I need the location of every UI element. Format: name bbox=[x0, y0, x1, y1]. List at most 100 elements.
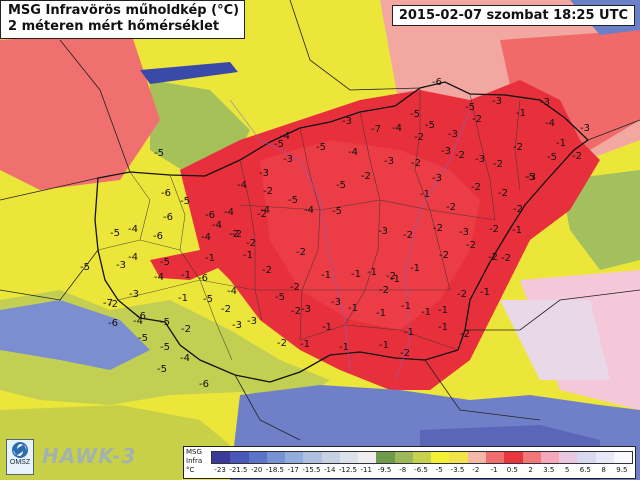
legend-tick: -23 bbox=[214, 466, 226, 474]
legend-swatch bbox=[248, 452, 267, 463]
temperature-value: -2 bbox=[221, 304, 231, 315]
temperature-value: -1 bbox=[181, 270, 191, 281]
temperature-value: -3 bbox=[492, 96, 502, 107]
temperature-value: -2 bbox=[472, 114, 482, 125]
legend-tick: 9.5 bbox=[616, 466, 628, 474]
temperature-value: -3 bbox=[448, 129, 458, 140]
temperature-value: -2 bbox=[108, 299, 118, 310]
temperature-value: -2 bbox=[572, 151, 582, 162]
legend-swatch bbox=[485, 452, 505, 463]
temperature-value: -3 bbox=[441, 146, 451, 157]
map-region-blue-streak bbox=[140, 62, 238, 84]
legend-swatch bbox=[321, 452, 340, 463]
legend-tick: -2 bbox=[472, 466, 480, 474]
temperature-value: -5 bbox=[547, 152, 557, 163]
temperature-value: -2 bbox=[433, 223, 443, 234]
temperature-value: -2 bbox=[229, 229, 239, 240]
temperature-value: -2 bbox=[386, 271, 396, 282]
temperature-value: -3 bbox=[526, 172, 536, 183]
legend-label: MSG Infra °C bbox=[186, 448, 208, 475]
title-line2: 2 méteren mért hőmérséklet bbox=[8, 19, 220, 34]
legend-swatch bbox=[266, 452, 286, 463]
temperature-value: -4 bbox=[180, 353, 190, 364]
legend-swatch bbox=[613, 452, 633, 463]
temperature-value: -4 bbox=[212, 220, 222, 231]
temperature-value: -3 bbox=[259, 168, 269, 179]
temperature-value: -5 bbox=[288, 195, 298, 206]
temperature-value: -3 bbox=[331, 297, 341, 308]
hawk-watermark: HAWK-3 bbox=[42, 444, 137, 468]
temperature-value: -3 bbox=[247, 316, 257, 327]
map-region-olive-southwest bbox=[0, 405, 230, 480]
legend-label-line3: °C bbox=[186, 466, 195, 474]
legend-swatch bbox=[559, 452, 578, 463]
temperature-value: -2 bbox=[460, 329, 470, 340]
legend-tick: -6.5 bbox=[414, 466, 428, 474]
temperature-value: -6 bbox=[161, 188, 171, 199]
temperature-value: -1 bbox=[480, 287, 490, 298]
temperature-value: -2 bbox=[246, 238, 256, 249]
legend-swatch bbox=[449, 452, 468, 463]
temperature-value: -3 bbox=[459, 227, 469, 238]
temperature-value: -5 bbox=[410, 109, 420, 120]
county-borders bbox=[97, 88, 521, 361]
temperature-value: -5 bbox=[316, 142, 326, 153]
temperature-value: -2 bbox=[493, 159, 503, 170]
national-border bbox=[94, 81, 590, 383]
logo-text: OMSZ bbox=[9, 459, 31, 466]
map-title: MSG Infravörös műholdkép (°C) 2 méteren … bbox=[0, 0, 246, 39]
temperature-value: -4 bbox=[128, 224, 138, 235]
temperature-value: -5 bbox=[465, 102, 475, 113]
legend-tick: -18.5 bbox=[265, 466, 284, 474]
temperature-value: -3 bbox=[129, 289, 139, 300]
legend-tick: -8 bbox=[399, 466, 407, 474]
temperature-value: -5 bbox=[274, 139, 284, 150]
temperature-value: -1 bbox=[379, 340, 389, 351]
map-region-red-west-spot bbox=[150, 250, 225, 280]
legend-swatch bbox=[339, 452, 359, 463]
temperature-value: -5 bbox=[180, 196, 190, 207]
temperature-value: -1 bbox=[390, 274, 400, 285]
legend-tick: 2 bbox=[528, 466, 533, 474]
temperature-value: -2 bbox=[379, 285, 389, 296]
temperature-value: -2 bbox=[263, 186, 273, 197]
temperature-value: -1 bbox=[300, 339, 310, 350]
temperature-value: -3 bbox=[301, 304, 311, 315]
legend-swatch bbox=[412, 452, 432, 463]
temperature-value: -6 bbox=[136, 311, 146, 322]
color-legend: MSG Infra °C -23 -21.5 -20 -18.5 -17 -15.5 -14… bbox=[183, 446, 636, 479]
temperature-value: -3 bbox=[342, 116, 352, 127]
temperature-value: -1 bbox=[404, 327, 414, 338]
legend-swatch bbox=[212, 452, 231, 463]
temperature-value: -5 bbox=[138, 333, 148, 344]
legend-tick: -14 bbox=[323, 466, 336, 474]
temperature-value: -2 bbox=[439, 250, 449, 261]
temperature-value: -1 bbox=[348, 303, 358, 314]
temperature-value: -2 bbox=[277, 338, 287, 349]
temperature-value: -7 bbox=[371, 124, 381, 135]
temperature-value: -4 bbox=[237, 180, 247, 191]
temperature-value: -2 bbox=[498, 188, 508, 199]
map-region-red-northwest bbox=[0, 30, 160, 190]
temperature-value: -3 bbox=[283, 154, 293, 165]
temperature-value: -1 bbox=[410, 263, 420, 274]
temperature-value: -1 bbox=[556, 138, 566, 149]
legend-tick: -1 bbox=[490, 466, 498, 474]
legend-swatch bbox=[540, 452, 560, 463]
temperature-value: -5 bbox=[275, 292, 285, 303]
legend-swatch bbox=[394, 452, 413, 463]
temperature-value: -2 bbox=[455, 150, 465, 161]
temperature-value: -5 bbox=[332, 206, 342, 217]
temperature-value: -2 bbox=[290, 282, 300, 293]
legend-tick: 0.5 bbox=[506, 466, 518, 474]
temperature-value: -2 bbox=[489, 224, 499, 235]
temperature-value: -2 bbox=[446, 202, 456, 213]
temperature-value: -3 bbox=[432, 173, 442, 184]
temperature-value: -5 bbox=[160, 342, 170, 353]
omsz-logo: OMSZ bbox=[6, 439, 34, 475]
legend-tick: -5 bbox=[435, 466, 443, 474]
temperature-value: -2 bbox=[262, 265, 272, 276]
temperature-value: -4 bbox=[304, 205, 314, 216]
map-region-lavender-southeast bbox=[500, 300, 610, 380]
temperature-value: -3 bbox=[116, 260, 126, 271]
